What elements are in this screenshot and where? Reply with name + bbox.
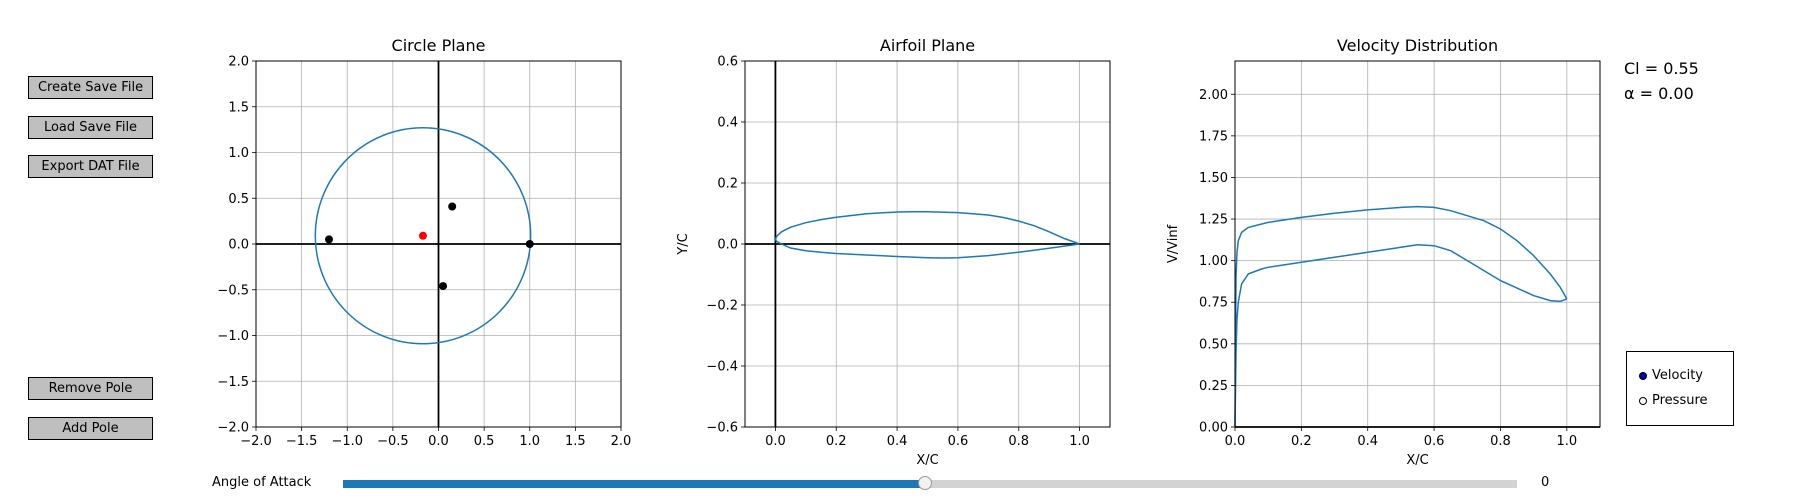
x-tick-label: 0.5 bbox=[474, 434, 495, 449]
y-tick-label: 2.00 bbox=[1199, 88, 1228, 103]
chart-2: 0.0 0.2 0.4 0.6 0.8 1.0 0.6 0.4 0.2 0.0 −0.2 −0.4 −0… bbox=[676, 55, 1111, 468]
x-tick-label: −1.0 bbox=[331, 434, 363, 449]
plot-mode-legend: Velocity Pressure bbox=[1626, 351, 1734, 426]
x-tick-label: 0.6 bbox=[1424, 434, 1445, 449]
x-tick-label: 1.0 bbox=[1556, 434, 1577, 449]
chart-3: 0.0 0.2 0.4 0.6 0.8 1.0 2.00 1.75 1.50 1.25 1.00 0.… bbox=[1166, 60, 1601, 468]
plot-frame bbox=[1234, 60, 1601, 428]
create-save-file-button[interactable]: Create Save File bbox=[28, 76, 153, 99]
x-tick-label: 1.0 bbox=[1069, 434, 1090, 449]
y-tick-label: −1.5 bbox=[217, 375, 249, 390]
velocity-radio[interactable]: Velocity bbox=[1639, 368, 1703, 383]
x-tick-label: 1.0 bbox=[519, 434, 540, 449]
remove-pole-button[interactable]: Remove Pole bbox=[28, 377, 153, 400]
active-pole-point bbox=[418, 231, 427, 240]
y-tick-label: 1.25 bbox=[1199, 213, 1228, 228]
y-axis-label: V/Vinf bbox=[1166, 224, 1181, 263]
y-tick-label: −2.0 bbox=[217, 421, 249, 436]
series-line-1 bbox=[774, 210, 1080, 245]
angle-of-attack-slider[interactable] bbox=[343, 476, 1517, 490]
x-tick-label: 0.4 bbox=[887, 434, 908, 449]
chart-1: −2.0 −1.5 −1.0 −0.5 0.0 0.5 1.0 1.5 2.0 2.0 1.5 1.0… bbox=[217, 55, 631, 450]
x-tick-label: 0.8 bbox=[1008, 434, 1029, 449]
plot-frame bbox=[744, 60, 1111, 428]
x-tick-label: 0.2 bbox=[826, 434, 847, 449]
y-tick-label: 1.5 bbox=[228, 100, 249, 115]
pressure-radio-label: Pressure bbox=[1652, 393, 1708, 408]
pole-point bbox=[525, 240, 534, 248]
y-tick-label: −0.2 bbox=[706, 299, 738, 314]
x-tick-label: 1.5 bbox=[565, 434, 586, 449]
x-tick-label: −2.0 bbox=[240, 434, 272, 449]
x-tick-label: 0.8 bbox=[1490, 434, 1511, 449]
slider-fill bbox=[343, 480, 926, 488]
y-tick-label: −0.5 bbox=[217, 283, 249, 298]
y-tick-label: 2.0 bbox=[228, 55, 249, 70]
y-tick-label: 0.5 bbox=[228, 192, 249, 207]
x-tick-label: 2.0 bbox=[611, 434, 632, 449]
x-tick-label: 0.4 bbox=[1357, 434, 1378, 449]
add-pole-button[interactable]: Add Pole bbox=[28, 417, 153, 440]
x-tick-label: 0.0 bbox=[765, 434, 786, 449]
slider-knob[interactable] bbox=[918, 476, 933, 490]
y-tick-label: 0.6 bbox=[717, 55, 738, 70]
pole-point bbox=[448, 202, 457, 211]
pressure-radio[interactable]: Pressure bbox=[1639, 393, 1708, 408]
series-line-2 bbox=[1234, 244, 1568, 428]
export-dat-file-button[interactable]: Export DAT File bbox=[28, 155, 153, 178]
y-tick-label: 0.0 bbox=[717, 238, 738, 253]
y-axis-label: Y/C bbox=[676, 233, 691, 255]
y-tick-label: 0.25 bbox=[1199, 379, 1228, 394]
mapping-circle bbox=[314, 127, 532, 345]
pole-point bbox=[325, 235, 333, 244]
angle-of-attack-value: 0 bbox=[1541, 475, 1550, 490]
y-tick-label: 1.0 bbox=[228, 146, 249, 161]
x-tick-label: 0.2 bbox=[1291, 434, 1312, 449]
y-tick-label: −0.4 bbox=[706, 360, 738, 375]
x-tick-label: −0.5 bbox=[377, 434, 409, 449]
y-tick-label: 0.75 bbox=[1199, 296, 1228, 311]
circle-plane-title: Circle Plane bbox=[391, 36, 486, 55]
series-line-2 bbox=[774, 238, 1080, 259]
angle-of-attack-label: Angle of Attack bbox=[212, 475, 312, 490]
y-tick-label: 1.00 bbox=[1199, 254, 1228, 269]
velocity-radio-dot bbox=[1639, 371, 1647, 380]
y-tick-label: 1.50 bbox=[1199, 171, 1228, 186]
y-tick-label: 0.50 bbox=[1199, 337, 1228, 352]
velocity-radio-label: Velocity bbox=[1652, 368, 1703, 383]
y-tick-label: 1.75 bbox=[1199, 129, 1228, 144]
x-tick-label: −1.5 bbox=[286, 434, 318, 449]
series-line-1 bbox=[1234, 205, 1568, 428]
y-tick-label: −0.6 bbox=[706, 421, 738, 436]
x-axis-label: X/C bbox=[916, 453, 938, 468]
x-tick-label: 0.6 bbox=[948, 434, 969, 449]
y-tick-label: 0.2 bbox=[717, 177, 738, 192]
y-tick-label: −1.0 bbox=[217, 329, 249, 344]
pressure-radio-dot bbox=[1639, 396, 1647, 405]
pole-point bbox=[439, 282, 448, 291]
lift-coefficient-readout: Cl = 0.55 bbox=[1624, 59, 1699, 78]
x-tick-label: 0.0 bbox=[1225, 434, 1246, 449]
load-save-file-button[interactable]: Load Save File bbox=[28, 116, 153, 139]
y-tick-label: 0.4 bbox=[717, 116, 738, 131]
x-axis-label: X/C bbox=[1406, 453, 1428, 468]
y-tick-label: 0.0 bbox=[228, 238, 249, 253]
angle-readout: α = 0.00 bbox=[1624, 84, 1694, 103]
airfoil-plane-title: Airfoil Plane bbox=[879, 36, 976, 55]
y-tick-label: 0.00 bbox=[1199, 421, 1228, 436]
x-tick-label: 0.0 bbox=[428, 434, 449, 449]
velocity-distribution-title: Velocity Distribution bbox=[1336, 36, 1499, 55]
plot-frame bbox=[255, 60, 622, 428]
